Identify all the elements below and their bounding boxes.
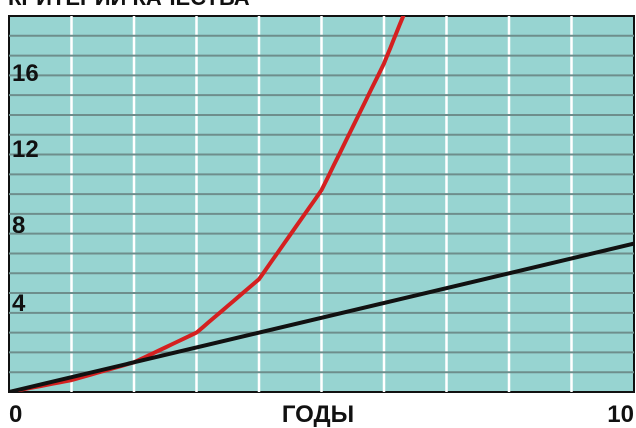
x-tick-label-start: 0 [9,401,22,428]
chart-title: КРИТЕРИИ КАЧЕСТВА [8,0,250,10]
y-tick-label-4: 4 [12,290,26,317]
series-line-black [9,241,634,392]
y-tick-label-8: 8 [12,212,25,239]
x-axis-label: ГОДЫ [282,401,354,428]
x-tick-label-end: 10 [607,401,634,428]
y-tick-label-12: 12 [12,136,39,163]
grid [9,16,634,392]
series-line-red [9,16,406,392]
y-tick-label-16: 16 [12,60,39,87]
series-lines [9,16,634,392]
